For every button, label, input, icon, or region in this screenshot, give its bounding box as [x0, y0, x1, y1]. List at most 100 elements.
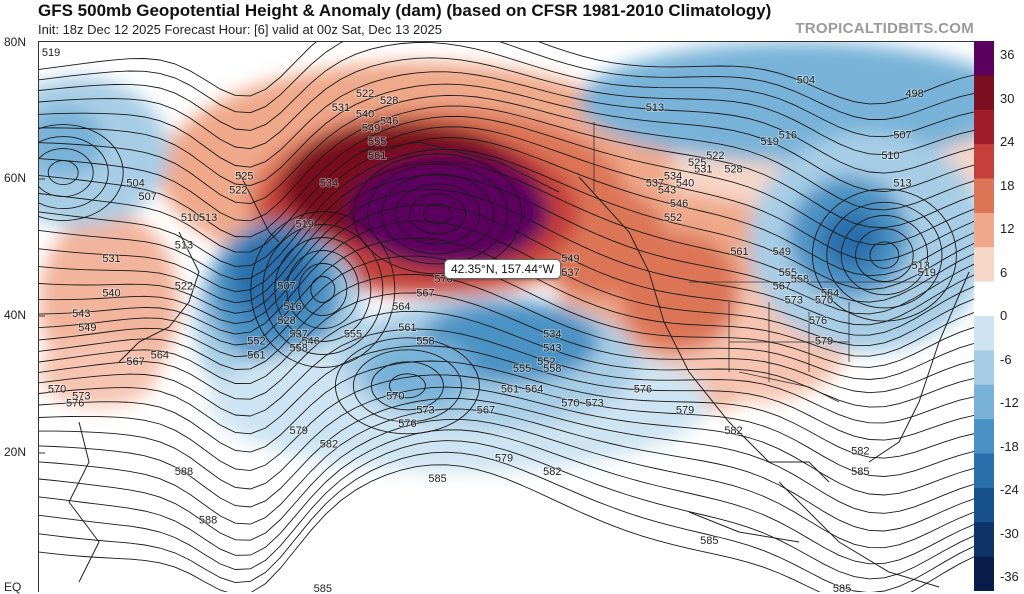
contour-label: 498	[905, 88, 923, 100]
contour-label: 510	[881, 150, 899, 162]
contour-label: 549	[561, 253, 579, 265]
contour-label: 531	[102, 253, 120, 265]
contour-label: 558	[543, 363, 561, 375]
colorbar	[974, 41, 994, 591]
contour-label: 537	[290, 329, 308, 341]
contour-ring	[395, 183, 481, 245]
contour-label: 519	[42, 47, 60, 59]
contour-label: 582	[543, 466, 561, 478]
anomaly-cold-arctic	[579, 42, 975, 162]
colorbar-label: 36	[1000, 47, 1015, 62]
contour-line	[39, 374, 975, 477]
colorbar-band	[974, 487, 994, 523]
contour-line	[39, 42, 975, 138]
map-canvas[interactable]: 519 504 507 510 513 513 531 540 543 549 570 573 576 5…	[38, 41, 975, 592]
colorbar-band	[974, 522, 994, 558]
contour-ring	[353, 153, 523, 275]
colorbar-label: 18	[1000, 177, 1015, 193]
contour-line	[39, 397, 975, 514]
contour-label: 513	[912, 260, 930, 272]
contour-label: 522	[229, 184, 247, 196]
contour-line	[39, 42, 975, 105]
contour-label: 579	[676, 404, 694, 416]
contour-line	[39, 83, 975, 193]
colorbar-band	[974, 109, 994, 145]
contour-line	[39, 71, 975, 174]
contour-line	[39, 105, 975, 229]
colorbar-label: 24	[1000, 134, 1015, 149]
contour-label: 507	[277, 281, 295, 293]
contour-label: 552	[247, 336, 265, 348]
contour-label: 558	[290, 342, 308, 354]
contour-label: 558	[791, 274, 809, 286]
contour-ring	[39, 148, 94, 198]
colorbar-label: -36	[1000, 569, 1019, 584]
coast-aleutian-arc	[358, 141, 560, 193]
contour-label: 555	[368, 136, 386, 148]
coast-kamchatka	[238, 171, 280, 243]
colorbar-band	[974, 556, 994, 591]
contour-label: 567	[126, 356, 144, 368]
contour-label: 519	[761, 136, 779, 148]
colorbar-label: -18	[1000, 438, 1019, 454]
contour-line	[39, 220, 975, 347]
contour-label: 579	[495, 452, 513, 464]
contour-ring	[286, 250, 360, 329]
colorbar-label: -24	[1000, 482, 1019, 497]
contour-ring	[250, 211, 396, 368]
contour-label: 585	[700, 535, 718, 547]
contour-ring	[262, 224, 384, 355]
contour-label: 537	[561, 267, 579, 279]
contour-line	[39, 94, 975, 211]
contour-label: 576	[66, 397, 84, 409]
contour-label: 507	[139, 191, 157, 203]
contour-line	[39, 115, 975, 245]
colorbar-label: 12	[1000, 221, 1015, 236]
contour-label: 519	[918, 267, 936, 279]
contour-line	[39, 408, 975, 532]
contour-label: 561	[398, 322, 416, 334]
contour-line	[39, 204, 975, 336]
contour-label: 585	[851, 466, 869, 478]
contour-label: 513	[646, 102, 664, 114]
contour-ring	[47, 160, 79, 186]
colorbar-band	[974, 144, 994, 180]
contour-ring	[298, 263, 348, 316]
lat-label-eq: EQ	[4, 580, 22, 594]
contour-label: 522	[706, 150, 724, 162]
contour-label: 573	[416, 404, 434, 416]
contour-label: 561	[730, 246, 748, 258]
contour-line	[39, 345, 975, 441]
anomaly-warm-coast	[619, 232, 739, 352]
colorbar-band	[974, 75, 994, 111]
contour-label: 537	[646, 177, 664, 189]
contour-line	[39, 174, 975, 315]
contour-label: 546	[380, 116, 398, 128]
contour-label: 585	[314, 583, 332, 592]
colorbar-band	[974, 419, 994, 455]
contour-ring	[423, 203, 453, 225]
contour-label: 546	[302, 336, 320, 348]
contour-label: 576	[634, 384, 652, 396]
contour-label: 555	[344, 329, 362, 341]
contour-line	[39, 418, 975, 549]
anomaly-cold-ne-peak	[821, 209, 881, 269]
contour-ring	[367, 163, 509, 265]
contour-ring	[826, 201, 943, 309]
contour-line	[39, 148, 975, 290]
colorbar-band	[974, 281, 994, 317]
contour-label: 513	[199, 212, 217, 224]
border-us-mexico	[738, 371, 840, 403]
contour-label: 558	[416, 336, 434, 348]
contour-label: 525	[235, 171, 253, 183]
contour-line	[39, 292, 975, 394]
contour-ring	[381, 173, 495, 255]
contour-ring	[855, 228, 914, 282]
contour-label: 510	[181, 212, 199, 224]
contour-line	[39, 274, 975, 380]
brand-watermark[interactable]: TROPICALTIDBITS.COM	[795, 20, 974, 37]
colorbar-label: -12	[1000, 395, 1019, 410]
contour-label: 549	[362, 122, 380, 134]
contour-label: 576	[809, 315, 827, 327]
